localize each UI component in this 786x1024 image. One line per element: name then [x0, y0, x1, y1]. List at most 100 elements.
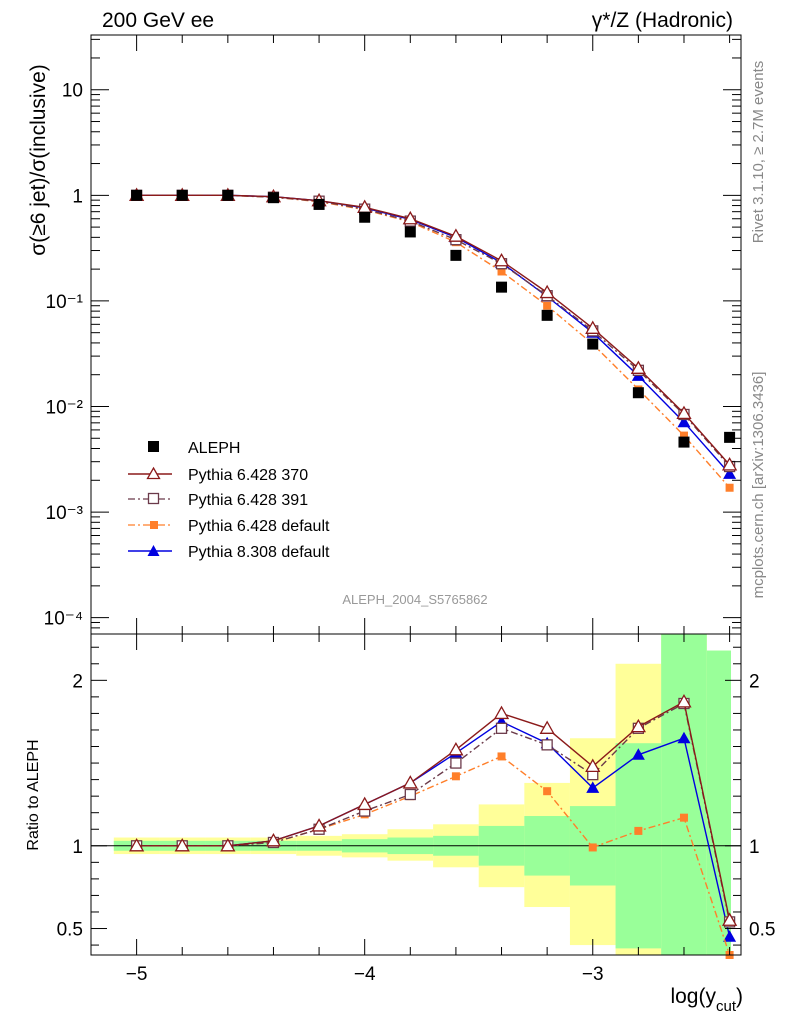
ratio-panel-frame	[90, 633, 742, 956]
side-label-rivet: Rivet 3.1.10, ≥ 2.7M events	[750, 61, 767, 244]
main-series-0-point-8	[496, 281, 508, 293]
main-series-1-point-6	[402, 210, 418, 225]
ratio-y-axis-label: Ratio to ALEPH	[25, 739, 42, 850]
ratio-y-tick-label-right-0: 2	[749, 671, 760, 692]
ratio-series-1-point-6	[404, 788, 416, 801]
x-tick-label-1: −4	[354, 964, 376, 985]
main-series-0-point-7	[450, 249, 462, 261]
x-tick-label-0: −5	[126, 964, 148, 985]
ratio-series-3-point-10	[586, 781, 600, 793]
main-series-0-point-0	[131, 189, 143, 201]
main-series-0-point-10	[587, 338, 599, 350]
main-y-tick-label-0: 10	[62, 81, 83, 102]
main-series-0	[131, 189, 736, 448]
legend-marker-pythia8-default	[147, 545, 160, 556]
main-series-1-point-7	[448, 228, 464, 242]
main-series-0-point-4	[313, 198, 325, 210]
ratio-series-2-point-8	[497, 752, 506, 761]
ratio-y-tick-label-left-1: 1	[72, 837, 83, 858]
main-series-1-point-11	[630, 360, 646, 374]
legend-entry-pythia6-370: Pythia 6.428 370	[128, 466, 308, 484]
legend-label-aleph: ALEPH	[188, 440, 240, 457]
main-y-tick-label-5: 10⁻⁴	[44, 609, 83, 630]
x-axis-label-subscript: cut	[716, 998, 737, 1015]
legend-label-pythia6-391: Pythia 6.428 391	[188, 492, 308, 509]
main-series-4-point-12	[677, 415, 691, 428]
axes-layer: 10 1 10⁻¹ 10⁻² 10⁻³ 10⁻⁴ −5 −4 −3 2 2 1 1 0.5 0.5	[44, 34, 775, 985]
ratio-series-0-point-7	[448, 742, 464, 756]
main-series-3-point-9	[543, 301, 552, 310]
legend-entry-pythia8-default: Pythia 8.308 default	[128, 544, 330, 561]
legend: ALEPH Pythia 6.428 370 Pythia 6.428 391 …	[128, 440, 330, 561]
band-green-12	[661, 634, 707, 955]
legend-label-pythia6-default: Pythia 6.428 default	[188, 518, 330, 535]
main-series-0-point-12	[678, 436, 690, 448]
x-axis-label-main: log(y	[670, 985, 716, 1008]
main-series-0-point-1	[176, 189, 188, 201]
ratio-series-2-point-11	[634, 826, 643, 835]
ratio-series-0-point-6	[402, 775, 418, 789]
x-axis-label-close: )	[736, 985, 743, 1008]
ratio-series-2-point-9	[543, 787, 552, 796]
ratio-y-tick-label-left-2: 0.5	[57, 920, 83, 941]
main-series-0-point-9	[541, 309, 553, 321]
main-series-4-line	[136, 194, 731, 475]
main-y-tick-label-2: 10⁻¹	[46, 292, 84, 313]
main-series-0-point-3	[267, 192, 279, 204]
legend-entry-aleph: ALEPH	[148, 440, 240, 457]
legend-marker-aleph	[148, 441, 159, 452]
main-series-3-point-12	[679, 431, 688, 440]
main-y-tick-label-3: 10⁻²	[46, 397, 84, 418]
header-right-title: γ*/Z (Hadronic)	[592, 9, 733, 32]
ratio-series-0-point-12	[676, 694, 692, 708]
ratio-series-2-point-12	[679, 813, 688, 822]
ratio-series-2-line	[136, 755, 731, 956]
main-y-tick-label-4: 10⁻³	[46, 503, 84, 524]
main-series-1-point-13	[721, 457, 738, 471]
main-series-3-point-13	[725, 483, 734, 492]
main-series-4-point-13	[723, 467, 737, 479]
legend-entry-pythia6-default: Pythia 6.428 default	[128, 518, 330, 535]
ratio-series-0-point-1	[174, 837, 190, 852]
main-series-0-point-2	[222, 189, 234, 201]
ratio-series-0-point-8	[493, 705, 510, 720]
main-series-1-point-10	[585, 320, 601, 334]
ratio-series-3-point-13	[723, 930, 737, 942]
header-left-title: 200 GeV ee	[102, 9, 214, 32]
ratio-series-0-point-3	[265, 833, 282, 847]
legend-marker-pythia6-391	[147, 492, 160, 505]
series-layer	[128, 187, 738, 959]
ratio-series-0	[128, 694, 738, 926]
ratio-series-0-point-2	[220, 837, 236, 852]
ratio-series-0-point-10	[585, 758, 601, 773]
ratio-series-0-point-13	[721, 912, 738, 926]
legend-entry-pythia6-391: Pythia 6.428 391	[128, 492, 308, 509]
legend-marker-pythia6-default	[150, 521, 158, 529]
side-label-mcplots: mcplots.cern.ch [arXiv:1306.3436]	[750, 372, 767, 599]
main-series-0-point-13	[724, 431, 736, 443]
main-y-axis-label: σ(≥6 jet)/σ(inclusive)	[27, 64, 50, 255]
ratio-series-0-line	[136, 700, 731, 921]
ratio-series-2-point-7	[451, 772, 460, 781]
main-series-0-point-11	[632, 387, 644, 399]
ratio-series-0-point-9	[539, 720, 555, 734]
main-series-1-point-12	[676, 405, 692, 420]
ratio-series-1-point-7	[450, 757, 462, 769]
legend-label-pythia6-370: Pythia 6.428 370	[188, 467, 308, 484]
main-series-3-line	[136, 194, 731, 489]
ratio-y-tick-label-right-2: 0.5	[749, 920, 775, 941]
legend-marker-pythia6-370	[146, 466, 161, 480]
main-series-1-point-8	[493, 252, 510, 267]
ratio-y-tick-label-right-1: 1	[749, 837, 760, 858]
x-axis-label: log(ycut)	[670, 985, 743, 1015]
ratio-series-1-point-8	[495, 722, 508, 734]
analysis-tag: ALEPH_2004_S5765862	[342, 592, 487, 607]
legend-label-pythia8-default: Pythia 8.308 default	[188, 544, 330, 561]
ratio-series-2-point-10	[588, 843, 597, 852]
uncertainty-bands	[113, 634, 731, 955]
ratio-y-tick-label-left-0: 2	[72, 671, 83, 692]
main-series-0-point-6	[404, 226, 416, 238]
ratio-series-0-point-4	[311, 818, 327, 832]
ratio-series-0-point-11	[630, 718, 646, 733]
